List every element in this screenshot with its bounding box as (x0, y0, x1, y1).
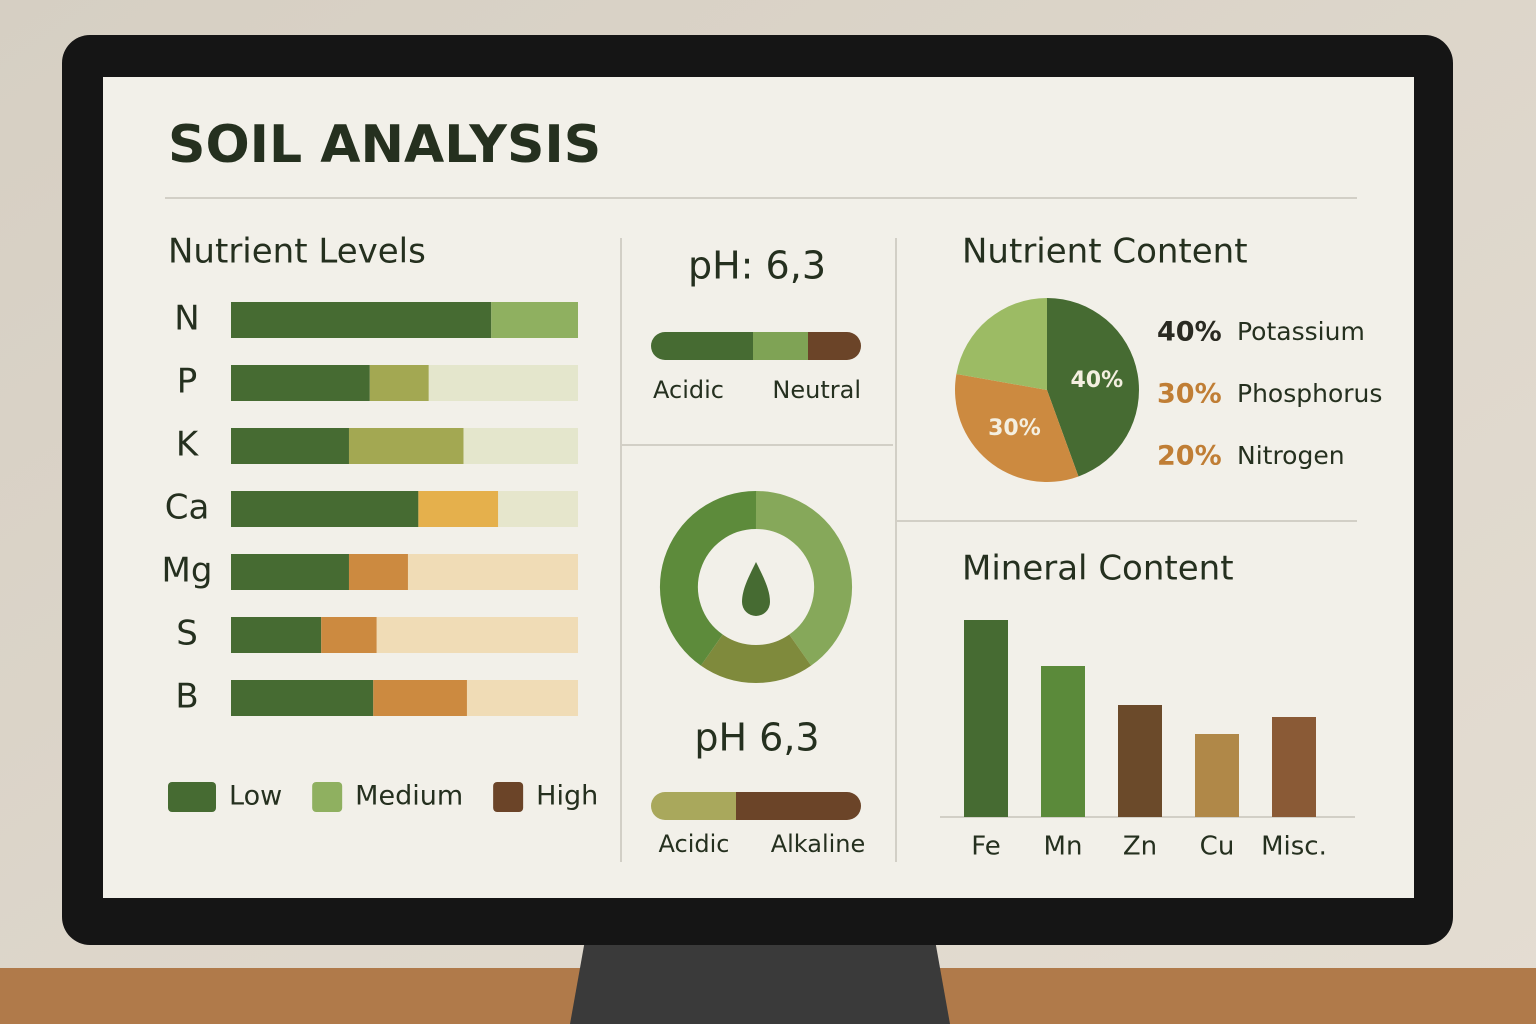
nutrient-levels: NPK Ca Mg SB Low Medium High (162, 299, 598, 812)
bar-segment (418, 491, 499, 527)
bar (1272, 717, 1316, 817)
scale-segment (808, 332, 861, 360)
legend-value: 30% (1157, 379, 1222, 410)
panel-title: Mineral Content (962, 549, 1234, 589)
bar-segment (498, 491, 578, 527)
gauge-segment (659, 491, 757, 666)
bar-segment (463, 428, 578, 464)
ph-gauge (659, 491, 853, 683)
scale-label: Alkaline (771, 830, 866, 858)
legend-swatch (168, 782, 216, 812)
legend-label: Nitrogen (1237, 441, 1345, 470)
legend-label: Medium (355, 781, 463, 812)
row-label: Mg (162, 551, 213, 591)
legend-label: Potassium (1237, 317, 1365, 346)
bar-segment (348, 554, 408, 590)
bar-segment (373, 680, 467, 716)
bar (1041, 666, 1085, 817)
legend-value: 40% (1157, 317, 1222, 348)
gauge-segment (755, 491, 853, 666)
bar-segment (348, 428, 464, 464)
pie-slice (956, 298, 1047, 390)
drop-icon (742, 562, 770, 616)
legend-label: Low (229, 781, 282, 812)
bar (1118, 705, 1162, 817)
scale-segment (753, 332, 808, 360)
legend-label: High (536, 781, 598, 812)
row-label: S (176, 614, 198, 654)
legend-label: Phosphorus (1237, 379, 1382, 408)
x-tick-label: Misc. (1261, 832, 1327, 862)
scale-label: Acidic (659, 830, 730, 858)
legend-value: 20% (1157, 441, 1222, 472)
bar-segment (231, 302, 492, 338)
ph-scale-bar (651, 332, 861, 360)
bar-segment (231, 554, 349, 590)
row-label: K (176, 425, 200, 465)
slice-label: 40% (1070, 368, 1123, 393)
row-label: B (175, 677, 198, 717)
scale-label: Neutral (772, 376, 861, 404)
pie-slice (1047, 298, 1139, 477)
ph-scale-bar (651, 792, 861, 820)
legend-swatch (312, 782, 343, 812)
bar-segment (231, 617, 322, 653)
x-tick-label: Zn (1123, 832, 1157, 862)
ph-value: pH 6,3 (694, 716, 819, 760)
bar-segment (231, 680, 374, 716)
dashboard-title: SOIL ANALYSIS (168, 115, 601, 175)
mineral-bars: Fe Mn Zn Cu Misc. (964, 620, 1327, 862)
bar-segment (231, 428, 349, 464)
bar-segment (369, 365, 429, 401)
row-label: P (177, 362, 198, 402)
pie-slice (955, 374, 1079, 482)
bar-segment (407, 554, 578, 590)
scale-segment (651, 792, 736, 820)
bar-segment (428, 365, 578, 401)
bar (1195, 734, 1239, 817)
x-tick-label: Cu (1200, 832, 1235, 862)
legend-swatch (493, 782, 524, 812)
x-tick-label: Fe (971, 832, 1001, 862)
bar-segment (466, 680, 578, 716)
row-label: N (174, 299, 199, 339)
bar (964, 620, 1008, 817)
panel-title: Nutrient Levels (168, 232, 426, 272)
bar-segment (491, 302, 578, 338)
gauge-segment (700, 634, 812, 683)
slice-label: 30% (988, 416, 1041, 441)
bar-segment (321, 617, 377, 653)
scale-segment (651, 332, 753, 360)
bar-segment (231, 365, 370, 401)
nutrient-pie: 40% 40% Potassium 30% 30% Phosphorus 20% Nitrog… (955, 298, 1382, 482)
bar-segment (376, 617, 578, 653)
ph-value: pH: 6,3 (688, 244, 826, 288)
stand (570, 940, 950, 1024)
panel-title: Nutrient Content (962, 232, 1248, 272)
x-tick-label: Mn (1044, 832, 1083, 862)
scale-segment (736, 792, 861, 820)
row-label: Ca (165, 488, 210, 528)
scale-label: Acidic (653, 376, 724, 404)
bar-segment (231, 491, 419, 527)
